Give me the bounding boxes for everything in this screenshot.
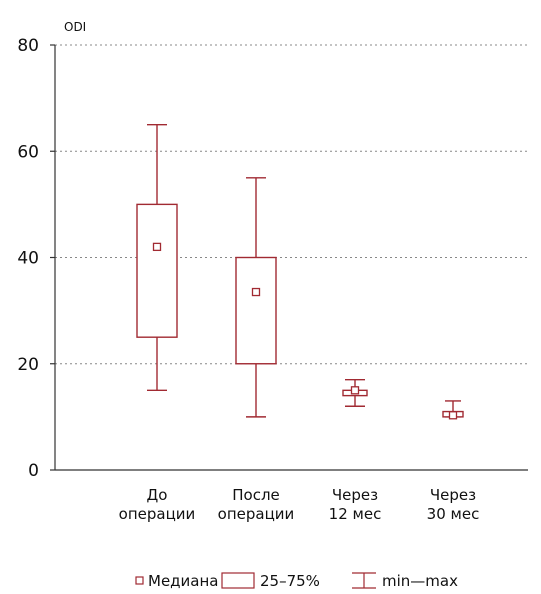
box-group bbox=[136, 123, 178, 392]
legend: Медиана 25–75% min—max bbox=[135, 572, 458, 590]
legend-median-swatch bbox=[135, 576, 144, 585]
y-tick-label: 80 bbox=[17, 36, 39, 56]
median-marker bbox=[152, 242, 162, 252]
legend-median-label: Медиана bbox=[148, 572, 218, 590]
median-marker bbox=[251, 287, 261, 297]
category-label-line: После bbox=[232, 486, 280, 504]
box-group bbox=[342, 378, 368, 407]
category-label-line: 12 мес bbox=[329, 505, 382, 523]
category-label-line: До bbox=[147, 486, 168, 504]
y-tick-label: 60 bbox=[17, 142, 39, 162]
box-group bbox=[235, 177, 277, 418]
category-label-line: 30 мес bbox=[427, 505, 480, 523]
legend-iqr-label: 25–75% bbox=[260, 572, 320, 590]
y-axis-label: ODI bbox=[64, 20, 86, 34]
y-tick-label: 20 bbox=[17, 355, 39, 375]
iqr-box bbox=[235, 256, 277, 365]
category-label: До операции bbox=[119, 486, 196, 523]
category-label: После операции bbox=[218, 486, 295, 523]
category-label-line: Через bbox=[430, 486, 476, 504]
grid-lines bbox=[55, 44, 528, 365]
boxes bbox=[136, 123, 464, 420]
category-label: Через 12 мес bbox=[329, 486, 382, 523]
category-label-line: операции bbox=[218, 505, 295, 523]
y-tick-label: 0 bbox=[28, 461, 39, 481]
legend-range-label: min—max bbox=[382, 572, 458, 590]
category-label: Через 30 мес bbox=[427, 486, 480, 523]
median-marker bbox=[350, 386, 360, 395]
box-group bbox=[442, 400, 464, 420]
y-tick-label: 40 bbox=[17, 249, 39, 269]
axes bbox=[50, 44, 528, 471]
median-marker bbox=[448, 411, 458, 420]
category-label-line: операции bbox=[119, 505, 196, 523]
legend-iqr-swatch bbox=[221, 572, 255, 589]
category-label-line: Через bbox=[332, 486, 378, 504]
iqr-box bbox=[136, 203, 178, 338]
